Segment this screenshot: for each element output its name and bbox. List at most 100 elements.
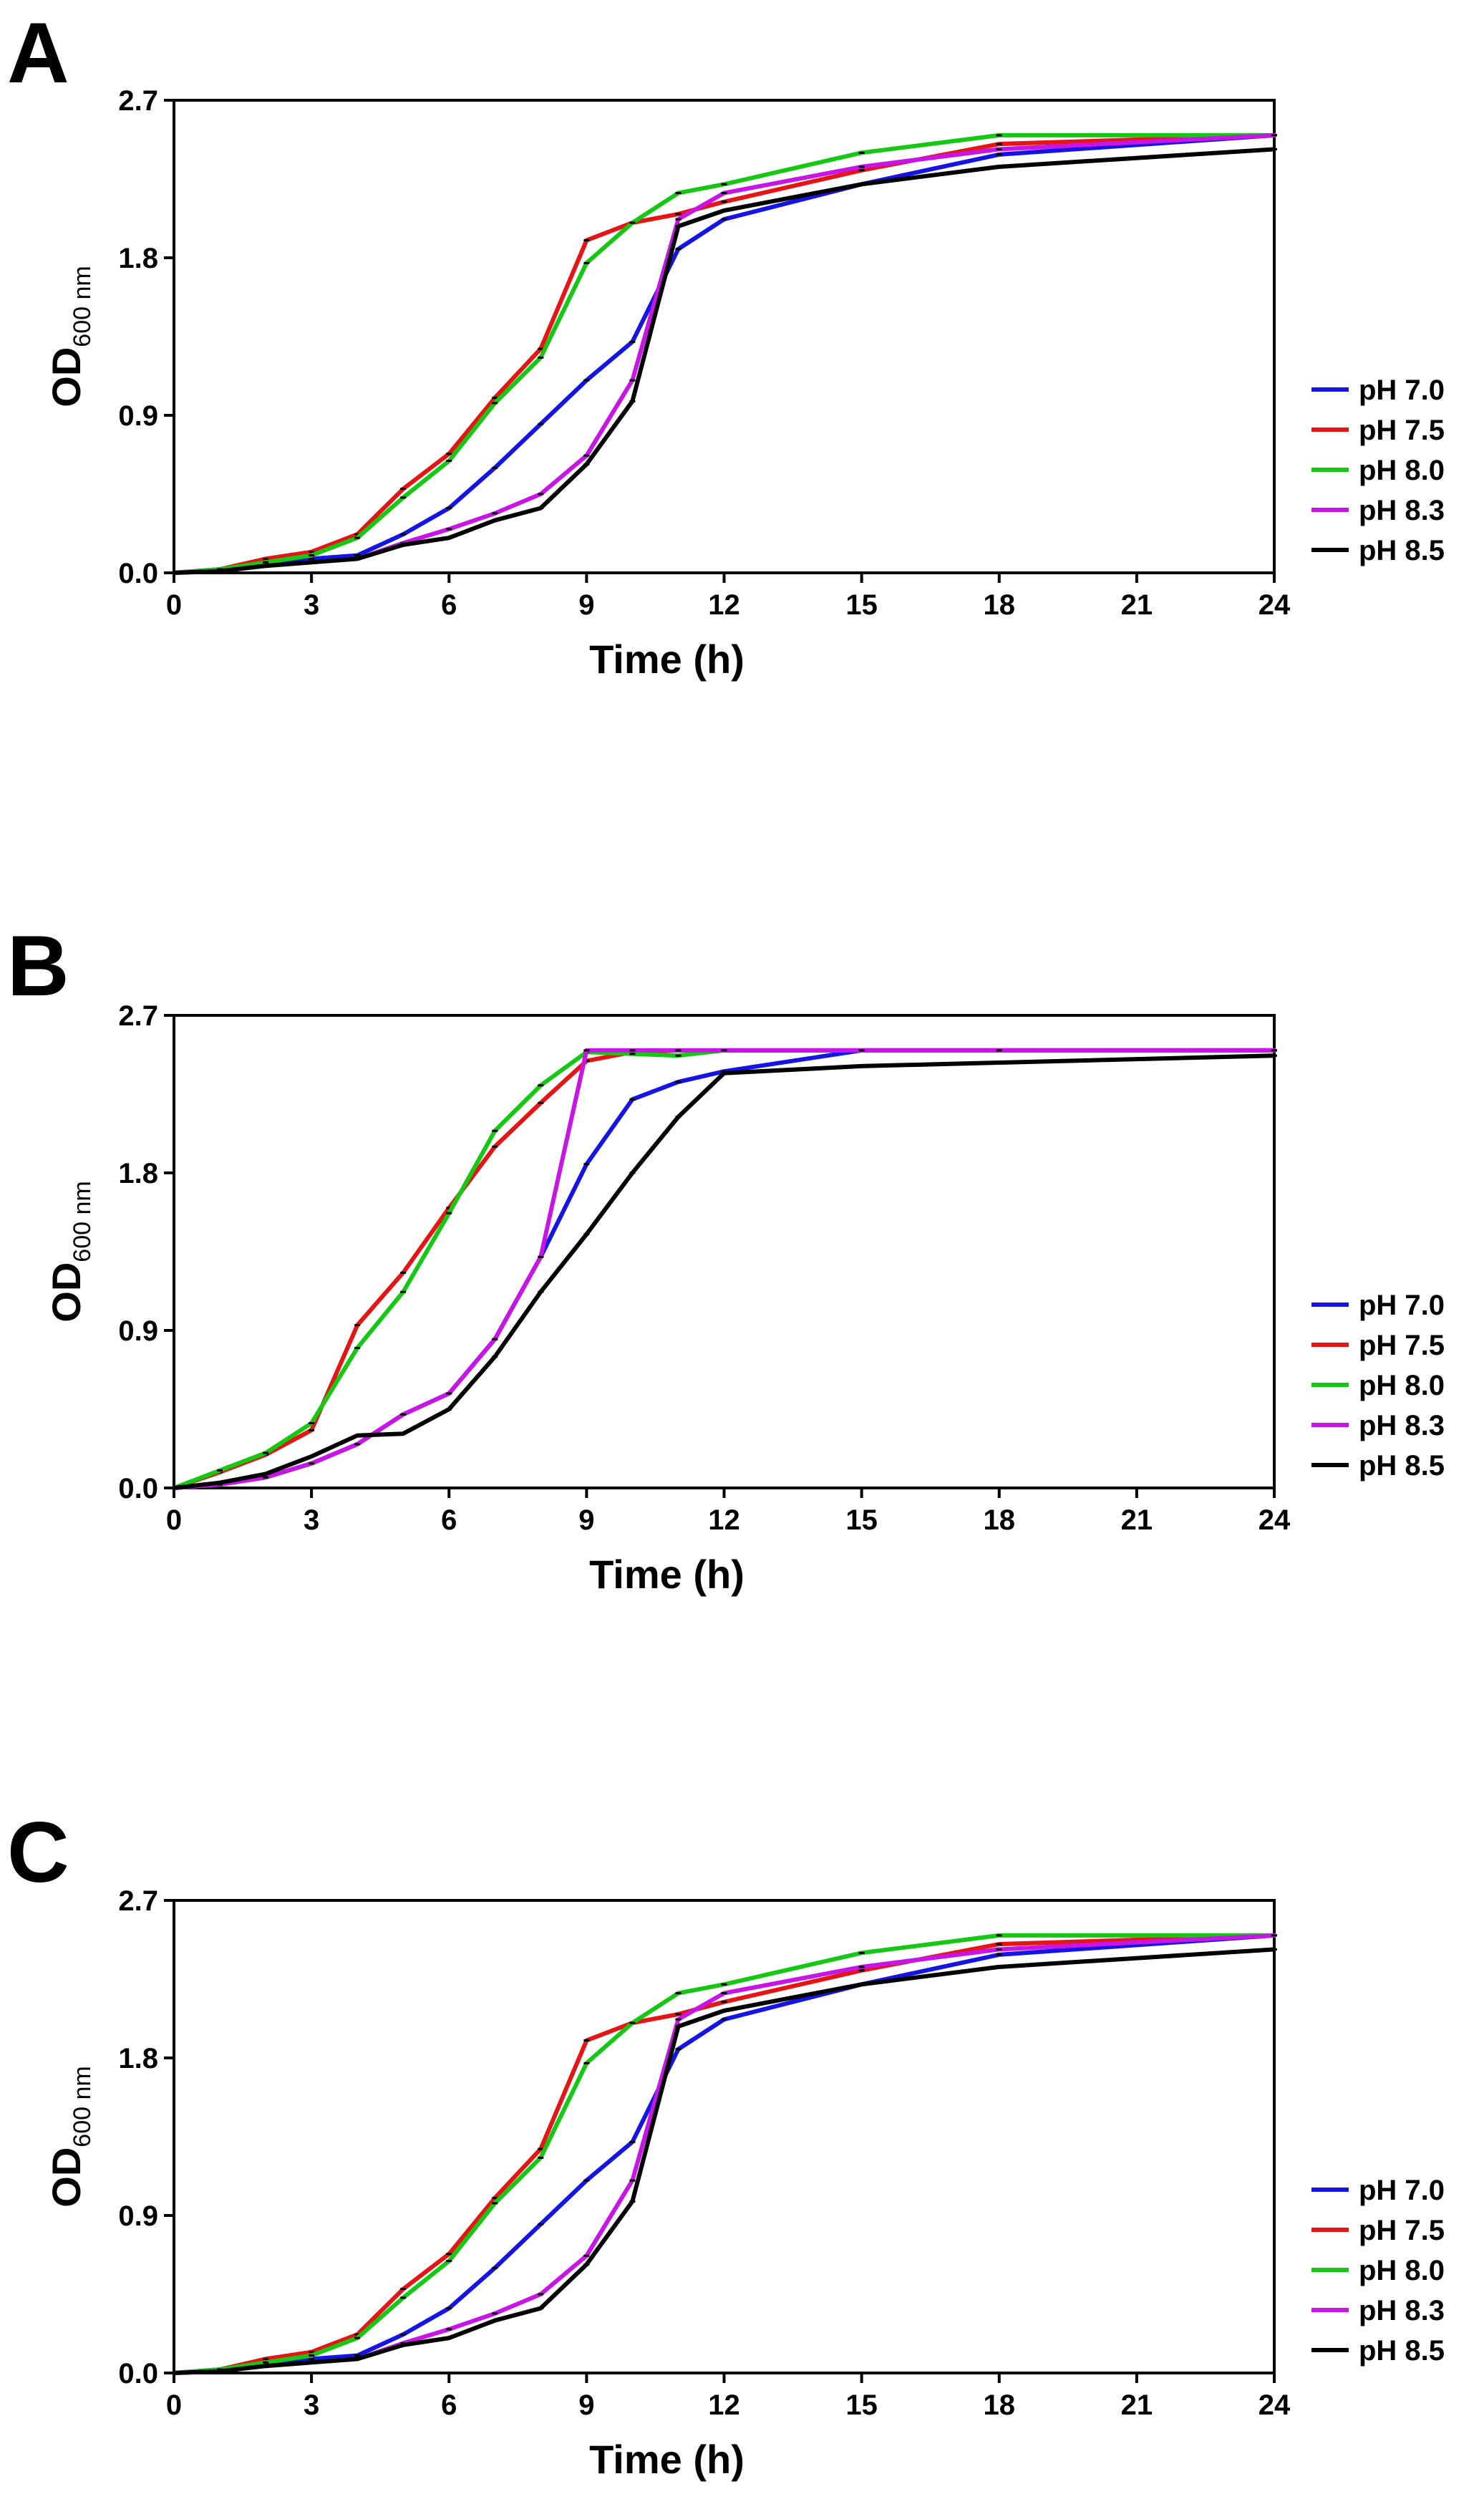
- chart-panel-B: B 0.0 0.9 1.8 2.7 0 3 6 9 12 15 18 21 24 Time (h) OD600…: [7, 918, 1445, 1597]
- plot-frame: [173, 1014, 1276, 1489]
- y-axis-title-subscript: 600 nm: [69, 266, 96, 347]
- y-tick-label: 0.0: [118, 558, 158, 589]
- x-tick-label: 18: [984, 2389, 1016, 2421]
- legend-label: pH 8.0: [1359, 1370, 1445, 1401]
- y-tick-label: 0.9: [118, 400, 158, 432]
- legend-label: pH 7.5: [1359, 415, 1445, 446]
- series-line-pH-8-0: [172, 132, 1276, 575]
- y-axis-title-main: OD: [44, 347, 89, 407]
- legend-label: pH 7.0: [1359, 2175, 1445, 2206]
- x-tick-label: 0: [166, 2389, 182, 2421]
- x-tick-label: 12: [708, 2389, 740, 2421]
- chart-panel-A: A 0.0 0.9 1.8 2.7 0 3 6 9 12 15 18 21 24 Time (h) OD600…: [7, 5, 1445, 682]
- legend-item: pH 8.3: [1311, 2295, 1445, 2326]
- legend-label: pH 7.0: [1359, 1290, 1445, 1321]
- legend-item: pH 7.5: [1311, 1330, 1445, 1361]
- legend-label: pH 7.5: [1359, 1330, 1445, 1361]
- y-axis-title: OD600 nm: [44, 266, 96, 407]
- y-tick-label: 0.9: [118, 1315, 158, 1347]
- series-line-pH-7-5: [172, 1048, 1276, 1490]
- y-axis-title-main: OD: [44, 2147, 89, 2208]
- x-tick-label: 24: [1259, 589, 1291, 621]
- plot-frame: [173, 1899, 1276, 2374]
- y-tick-label: 0.0: [118, 1473, 158, 1504]
- x-tick-label: 15: [845, 1504, 878, 1536]
- x-tick-label: 12: [708, 589, 740, 621]
- x-tick-label: 3: [304, 589, 319, 621]
- legend-item: pH 8.0: [1311, 1370, 1445, 1401]
- legend-item: pH 7.5: [1311, 2215, 1445, 2246]
- chart-panel-C: C 0.0 0.9 1.8 2.7 0 3 6 9 12 15 18 21 24 Time (h) OD600…: [7, 1804, 1445, 2482]
- legend-label: pH 8.3: [1359, 2295, 1445, 2326]
- legend-item: pH 7.0: [1311, 374, 1445, 406]
- x-tick-label: 21: [1121, 589, 1153, 621]
- y-axis-title: OD600 nm: [44, 1181, 96, 1322]
- legend-label: pH 8.0: [1359, 2255, 1445, 2286]
- legend-item: pH 8.3: [1311, 495, 1445, 526]
- y-tick-label: 0.0: [118, 2358, 158, 2389]
- y-axis-title-subscript: 600 nm: [69, 1181, 96, 1262]
- y-axis-title: OD600 nm: [44, 2066, 96, 2207]
- x-tick-label: 15: [845, 2389, 878, 2421]
- legend-label: pH 7.0: [1359, 374, 1445, 406]
- series-line-pH-8-3: [172, 1048, 1276, 1490]
- series-line-pH-7-5: [172, 1933, 1276, 2375]
- x-tick-label: 3: [304, 2389, 319, 2421]
- y-tick-label: 1.8: [118, 1158, 158, 1189]
- y-tick-label: 1.8: [118, 2043, 158, 2074]
- legend-item: pH 7.5: [1311, 415, 1445, 446]
- x-tick-label: 9: [578, 1504, 594, 1536]
- x-tick-label: 24: [1259, 1504, 1291, 1536]
- x-tick-label: 6: [441, 2389, 457, 2421]
- legend-label: pH 8.5: [1359, 535, 1445, 566]
- series-line-pH-7-0: [172, 1933, 1276, 2375]
- legend-item: pH 8.0: [1311, 455, 1445, 486]
- legend-label: pH 8.0: [1359, 455, 1445, 486]
- series-line-pH-7-0: [172, 132, 1276, 575]
- x-tick-label: 9: [578, 2389, 594, 2421]
- x-tick-label: 6: [441, 1504, 457, 1536]
- series-line-pH-7-5: [172, 132, 1276, 575]
- x-tick-label: 0: [166, 1504, 182, 1536]
- x-tick-label: 9: [578, 589, 594, 621]
- x-tick-label: 18: [984, 589, 1016, 621]
- x-tick-label: 21: [1121, 1504, 1153, 1536]
- legend-label: pH 8.3: [1359, 495, 1445, 526]
- x-tick-label: 24: [1259, 2389, 1291, 2421]
- y-tick-label: 2.7: [118, 1885, 158, 1917]
- legend-item: pH 8.0: [1311, 2255, 1445, 2286]
- series-line-pH-7-0: [172, 1048, 1276, 1490]
- panel-letter: B: [7, 918, 69, 1014]
- legend-item: pH 8.3: [1311, 1410, 1445, 1441]
- x-axis-title: Time (h): [589, 2437, 745, 2482]
- legend-item: pH 7.0: [1311, 1290, 1445, 1321]
- legend-label: pH 8.5: [1359, 1450, 1445, 1482]
- y-tick-label: 0.9: [118, 2200, 158, 2232]
- x-tick-label: 18: [984, 1504, 1016, 1536]
- x-tick-label: 15: [845, 589, 878, 621]
- y-tick-label: 1.8: [118, 243, 158, 274]
- legend-label: pH 8.3: [1359, 1410, 1445, 1441]
- x-tick-label: 0: [166, 589, 182, 621]
- y-axis-title-main: OD: [44, 1262, 89, 1323]
- y-tick-label: 2.7: [118, 1000, 158, 1032]
- series-line-pH-8-0: [172, 1933, 1276, 2375]
- x-axis-title: Time (h): [589, 1552, 745, 1597]
- legend-item: pH 7.0: [1311, 2175, 1445, 2206]
- legend-label: pH 7.5: [1359, 2215, 1445, 2246]
- x-tick-label: 21: [1121, 2389, 1153, 2421]
- x-axis-title: Time (h): [589, 637, 745, 682]
- series-line-pH-8-5: [172, 1053, 1276, 1490]
- x-tick-label: 3: [304, 1504, 319, 1536]
- series-line-pH-8-5: [172, 1947, 1276, 2375]
- series-line-pH-8-0: [172, 1048, 1276, 1490]
- series-line-pH-8-5: [172, 147, 1276, 575]
- panel-letter: A: [7, 5, 69, 101]
- panel-letter: C: [7, 1804, 69, 1900]
- plot-frame: [173, 99, 1276, 574]
- legend-label: pH 8.5: [1359, 2335, 1445, 2367]
- y-tick-label: 2.7: [118, 85, 158, 117]
- x-tick-label: 6: [441, 589, 457, 621]
- legend-item: pH 8.5: [1311, 1450, 1445, 1482]
